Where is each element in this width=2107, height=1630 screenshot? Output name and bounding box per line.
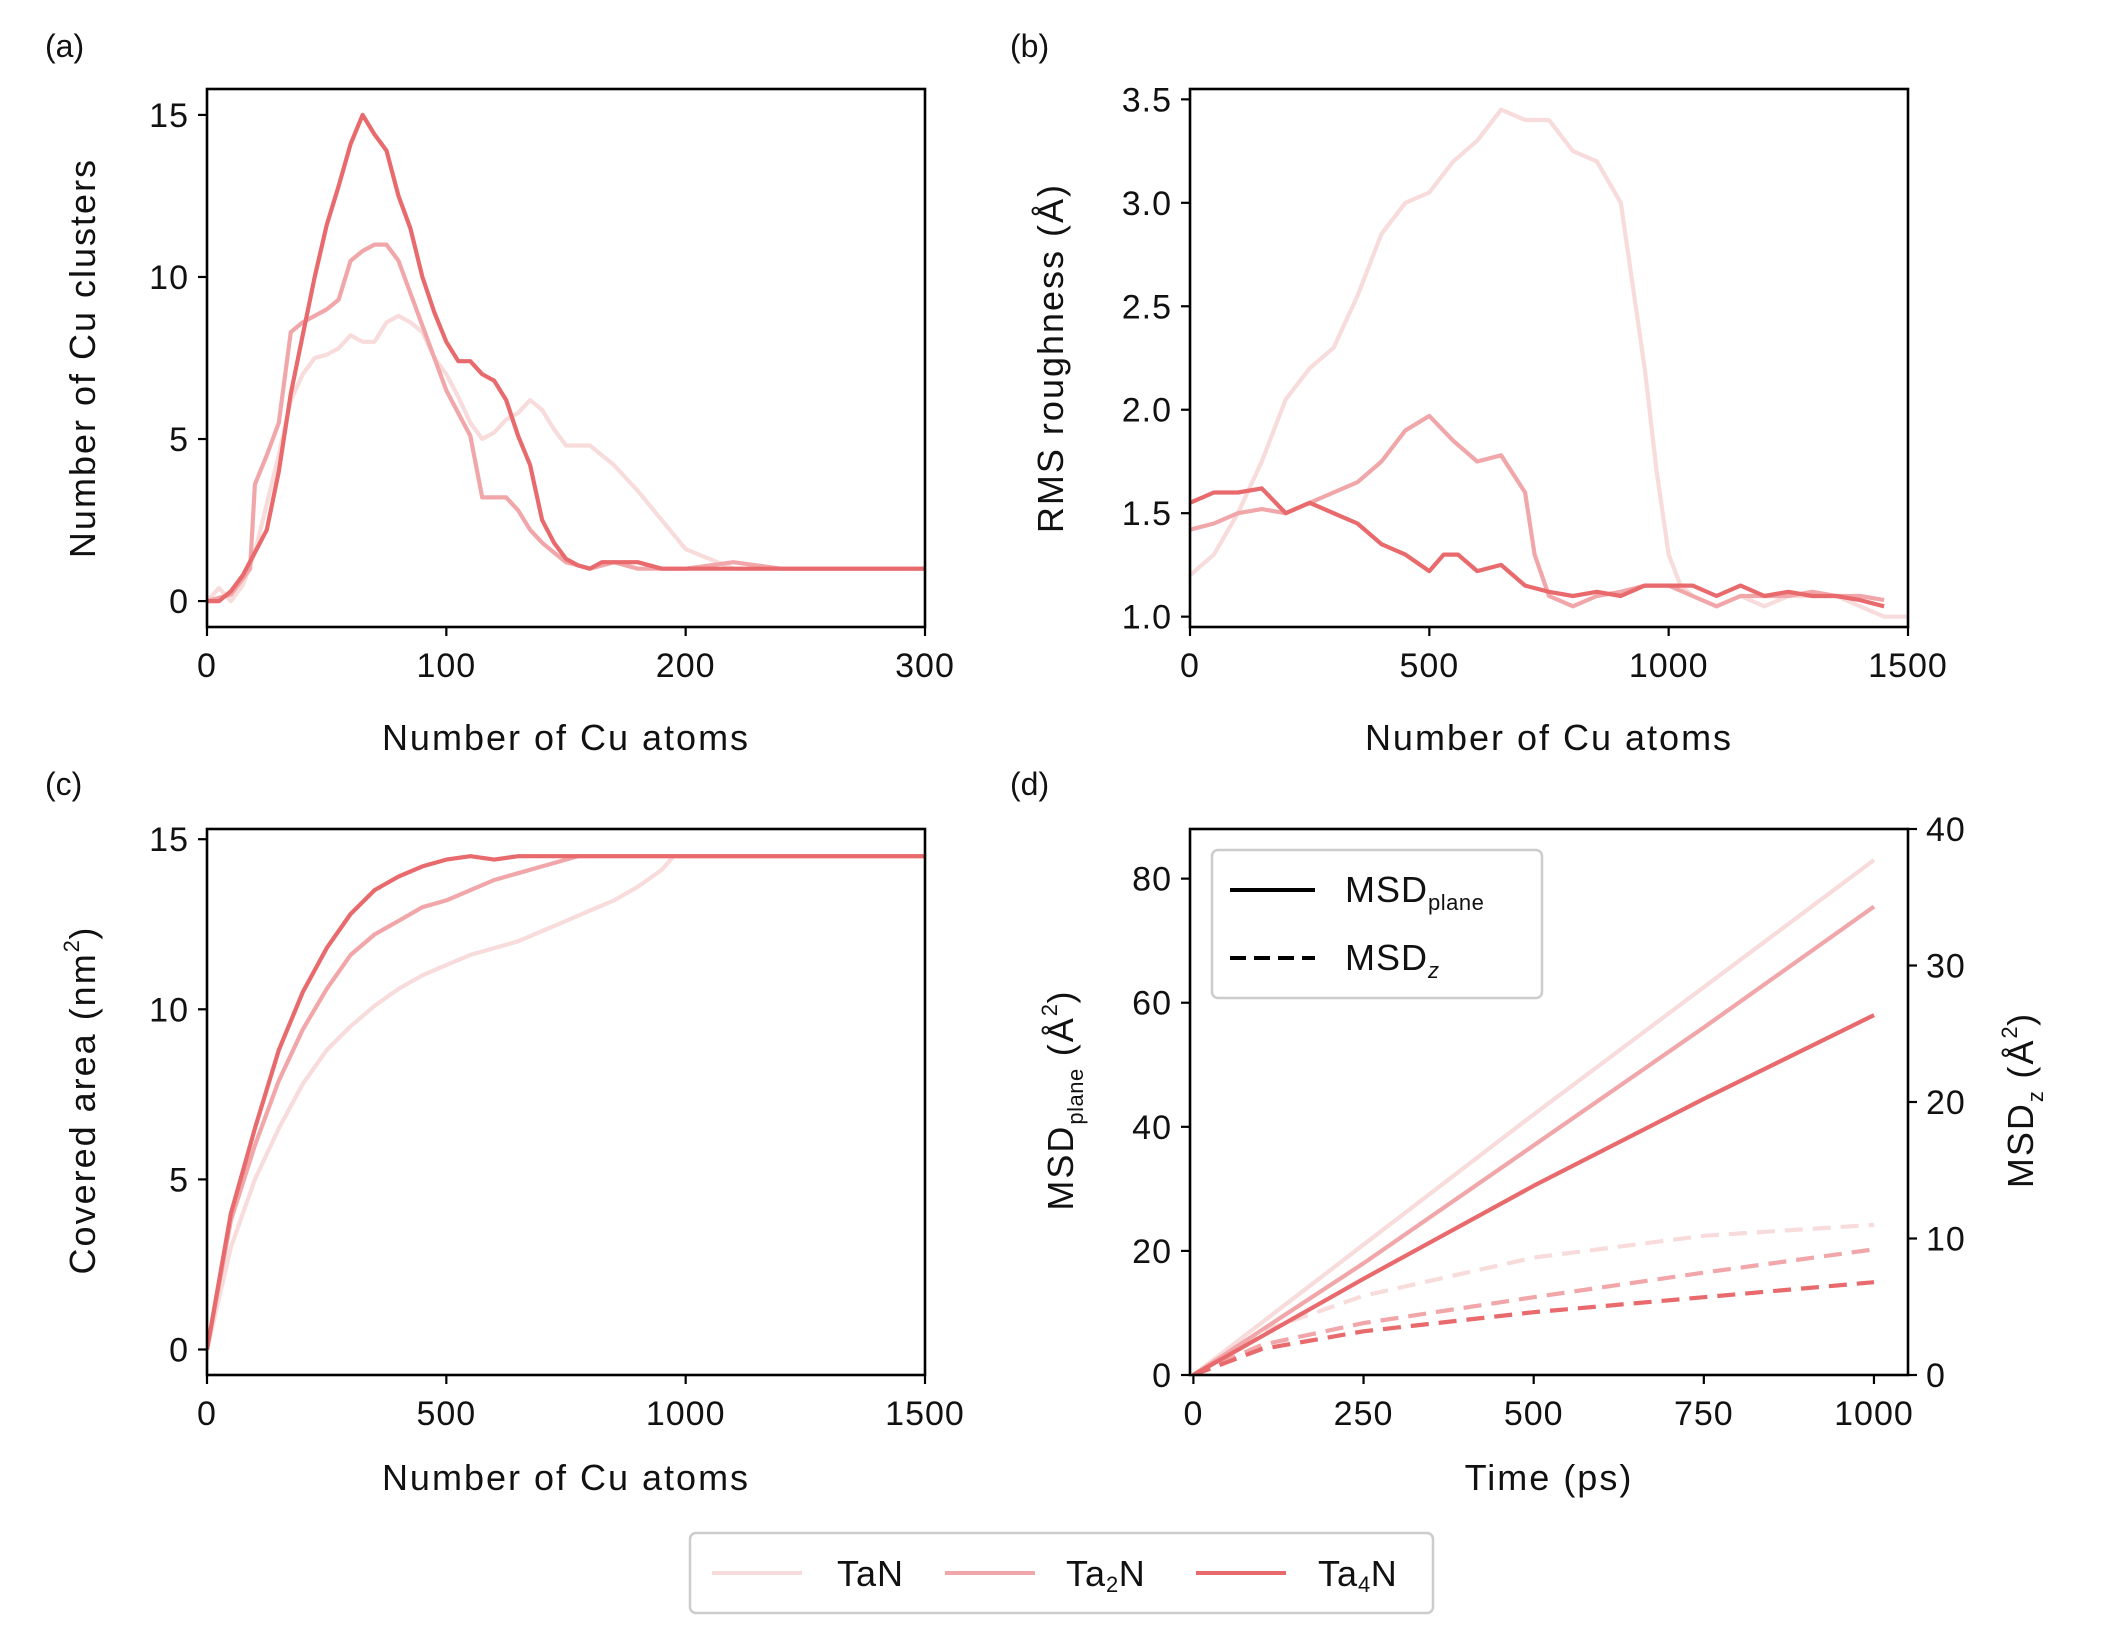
panel-c-y-ticks: 0 5 10 15 <box>149 821 207 1369</box>
panel-c-ytick-label-5: 5 <box>169 1161 189 1199</box>
panel-d-series-ta4n-msd-z <box>1192 1280 1875 1375</box>
panel-d-series-tan-msd-plane <box>1192 858 1876 1375</box>
panel-d-legend: MSDplane MSDz <box>1210 848 1544 1000</box>
panel-d-series-tan-msd-z <box>1192 1222 1875 1375</box>
panel-a-x-ticks: 0 100 200 300 <box>197 627 955 685</box>
panel-b-xlabel: Number of Cu atoms <box>1365 717 1733 758</box>
panel-label-b: (b) <box>1010 28 1049 64</box>
panel-d-ytick-right-label-20: 20 <box>1926 1084 1966 1122</box>
panel-d-ytick-label-80: 80 <box>1132 861 1172 899</box>
panel-b-ylabel: RMS roughness (Å) <box>1030 183 1071 533</box>
panel-c-series-ta2n <box>207 854 925 1350</box>
panel-d-ytick-right-label-40: 40 <box>1926 811 1966 849</box>
panel-b-frame <box>1188 87 1910 629</box>
panel-d-xtick-label-500: 500 <box>1504 1395 1564 1433</box>
panel-b-series-tan <box>1190 107 1908 619</box>
panel-d-ytick-right-label-10: 10 <box>1926 1221 1966 1259</box>
panel-c-xtick-label-1000: 1000 <box>646 1395 726 1433</box>
panel-d-xtick-label-250: 250 <box>1334 1395 1394 1433</box>
panel-a-series-ta2n <box>207 242 925 604</box>
panel-b-xtick-label-1000: 1000 <box>1629 647 1709 685</box>
panel-c-series <box>207 854 925 1350</box>
panel-d-ytick-label-20: 20 <box>1132 1233 1172 1271</box>
panel-d-series-ta4n-msd-plane <box>1192 1013 1875 1375</box>
panel-d-xtick-label-750: 750 <box>1674 1395 1734 1433</box>
panel-b-series-ta4n <box>1190 486 1885 609</box>
panel-b-series <box>1190 107 1908 619</box>
panel-label-a: (a) <box>45 28 84 64</box>
panel-c-frame <box>205 827 927 1377</box>
panel-b-ytick-label-1-5: 1.5 <box>1122 495 1172 533</box>
panel-d-x-ticks: 0 250 500 750 1000 <box>1183 1375 1913 1433</box>
legend-msd-z: MSDz <box>1345 937 1440 983</box>
panel-d-ytick-label-0: 0 <box>1152 1357 1172 1395</box>
main-legend: TaN Ta2N Ta4N <box>688 1531 1435 1615</box>
legend-label-tan: TaN <box>837 1553 904 1594</box>
panel-a-xtick-label-100: 100 <box>416 647 476 685</box>
panel-a-xtick-label-200: 200 <box>656 647 716 685</box>
panel-c-series-ta4n <box>207 854 925 1350</box>
panel-b-xtick-label-1500: 1500 <box>1868 647 1948 685</box>
panel-label-c: (c) <box>45 766 82 802</box>
panel-c-ylabel: Covered area (nm2) <box>59 926 103 1275</box>
panel-c-xtick-label-1500: 1500 <box>885 1395 965 1433</box>
panel-d-y-ticks-right: 0 10 20 30 40 <box>1908 811 1966 1395</box>
panel-c-xlabel: Number of Cu atoms <box>382 1457 750 1498</box>
panel-c-ytick-label-0: 0 <box>169 1331 189 1369</box>
panel-d-legend-box <box>1210 848 1544 1000</box>
panel-d-xlabel: Time (ps) <box>1465 1457 1634 1498</box>
panel-c-ytick-label-10: 10 <box>149 991 189 1029</box>
panel-c-series-tan <box>207 854 925 1350</box>
panel-c-xtick-label-0: 0 <box>197 1395 217 1433</box>
panel-b-x-ticks: 0 500 1000 1500 <box>1180 627 1948 685</box>
main-legend-box <box>688 1531 1435 1615</box>
panel-d-y-ticks-left: 0 20 40 60 80 <box>1132 861 1190 1395</box>
panel-a-series <box>207 112 925 604</box>
panel-d: (d) 0 250 500 750 1000 0 20 40 60 80 0 10 20 30 40 T… <box>1010 766 2048 1498</box>
panel-label-d: (d) <box>1010 766 1049 802</box>
panel-b-xtick-label-0: 0 <box>1180 647 1200 685</box>
legend-label-ta2n: Ta2N <box>1066 1553 1146 1597</box>
panel-d-xtick-label-0: 0 <box>1183 1395 1203 1433</box>
panel-c: (c) 0 500 1000 1500 0 5 10 15 Number of Cu ato… <box>45 766 965 1498</box>
panel-c-ytick-label-15: 15 <box>149 821 189 859</box>
panel-b-ytick-label-2-5: 2.5 <box>1122 288 1172 326</box>
panel-a-ytick-label-15: 15 <box>149 97 189 135</box>
panel-a-y-ticks: 0 5 10 15 <box>149 97 207 621</box>
panel-d-series-ta2n-msd-z <box>1192 1247 1875 1375</box>
panel-b-ytick-label-1-0: 1.0 <box>1122 599 1172 637</box>
panel-c-x-ticks: 0 500 1000 1500 <box>197 1375 965 1433</box>
panel-a: (a) 0 100 200 300 0 5 10 15 Number of Cu atoms… <box>45 28 955 758</box>
panel-a-xtick-label-300: 300 <box>895 647 955 685</box>
panel-a-ytick-label-10: 10 <box>149 259 189 297</box>
panel-b-ytick-label-2-0: 2.0 <box>1122 392 1172 430</box>
panel-a-ytick-label-0: 0 <box>169 583 189 621</box>
panel-a-xtick-label-0: 0 <box>197 647 217 685</box>
panel-b-ytick-label-3-0: 3.0 <box>1122 185 1172 223</box>
legend-msd-plane: MSDplane <box>1345 869 1484 915</box>
panel-d-xtick-label-1000: 1000 <box>1834 1395 1914 1433</box>
panel-d-series-ta2n-msd-plane <box>1192 904 1876 1375</box>
panel-b-ytick-label-3-5: 3.5 <box>1122 81 1172 119</box>
panel-b: (b) 0 500 1000 1500 1.0 1.5 2.0 2.5 3.0 3.5 Numb… <box>1010 28 1948 758</box>
panel-d-ytick-right-label-0: 0 <box>1926 1357 1946 1395</box>
panel-d-ylabel-right: MSDz (Å2) <box>1997 1012 2048 1188</box>
panel-a-ytick-label-5: 5 <box>169 421 189 459</box>
panel-d-ytick-label-60: 60 <box>1132 985 1172 1023</box>
panel-d-ytick-right-label-30: 30 <box>1926 948 1966 986</box>
panel-a-frame <box>205 87 927 629</box>
panel-a-series-ta4n <box>207 112 925 604</box>
panel-c-xtick-label-500: 500 <box>416 1395 476 1433</box>
panel-d-ylabel-left: MSDplane (Å2) <box>1037 989 1088 1210</box>
panel-d-series <box>1192 858 1876 1375</box>
panel-d-ytick-label-40: 40 <box>1132 1109 1172 1147</box>
panel-b-y-ticks: 1.0 1.5 2.0 2.5 3.0 3.5 <box>1122 81 1190 637</box>
panel-a-ylabel: Number of Cu clusters <box>62 158 103 558</box>
panel-a-xlabel: Number of Cu atoms <box>382 717 750 758</box>
legend-label-ta4n: Ta4N <box>1318 1553 1398 1597</box>
panel-b-xtick-label-500: 500 <box>1399 647 1459 685</box>
